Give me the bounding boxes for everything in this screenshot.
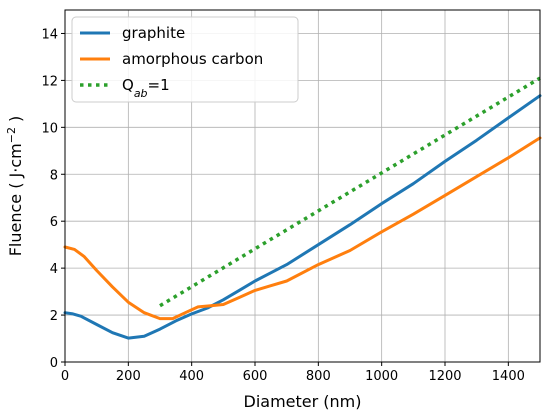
legend-label-1: graphite [122,24,185,42]
legend-box [71,16,299,103]
y-tick-label: 10 [41,121,58,136]
y-tick-label: 6 [50,215,58,230]
x-tick-label: 800 [306,369,331,384]
y-tick-label: 12 [41,74,58,89]
grid-lines [64,10,540,363]
x-tick-label: 0 [61,369,69,384]
x-axis-label: Diameter (nm) [244,392,362,411]
y-axis-label: Fluence ( J·cm−2 ) [5,116,26,257]
x-tick-label: 1200 [428,369,461,384]
legend-label-suffix: =1 [148,76,170,94]
x-tick-label: 200 [116,369,141,384]
plot-frame [64,9,541,363]
series-lines [63,76,542,340]
series-line-3 [159,76,541,308]
y-axis-label-close: ) [6,116,25,127]
x-tick-label: 1400 [492,369,525,384]
y-axis-label-exponent: −2 [5,127,18,143]
x-axis-ticks: 0 200 400 600 800 1000 1200 1400 [61,362,525,384]
x-tick-label: 400 [179,369,204,384]
y-tick-label: 4 [50,262,58,277]
legend-label-subscript: ab [134,87,148,100]
x-tick-label: 1000 [365,369,398,384]
y-tick-label: 2 [50,309,58,324]
series-line-2 [63,136,542,321]
legend-label-2: amorphous carbon [122,50,263,68]
y-axis-ticks: 0 2 4 6 8 10 12 14 [41,27,65,371]
y-tick-label: 14 [41,27,58,42]
series-line-1 [63,94,542,340]
y-tick-label: 0 [50,356,58,371]
x-tick-label: 600 [243,369,268,384]
y-axis-label-main: Fluence ( J·cm [6,143,25,256]
y-tick-label: 8 [50,168,58,183]
